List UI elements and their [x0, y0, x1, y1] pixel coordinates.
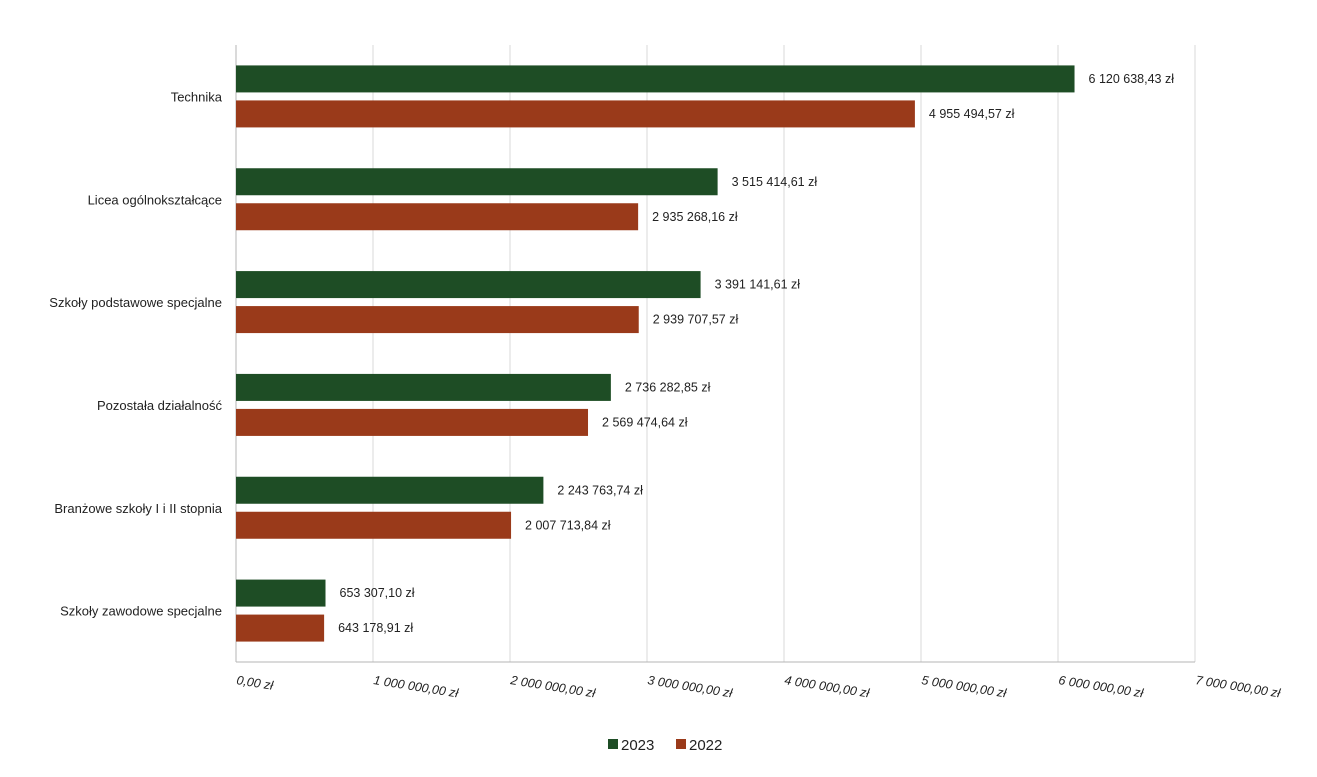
- bar-2022: [236, 614, 325, 642]
- bar-2022: [236, 511, 512, 539]
- x-tick-label: 5 000 000,00 zł: [921, 673, 1009, 700]
- bar-2023: [236, 168, 718, 196]
- data-label: 2 007 713,84 zł: [525, 518, 611, 532]
- data-label: 6 120 638,43 zł: [1089, 72, 1175, 86]
- x-tick-label: 3 000 000,00 zł: [647, 673, 735, 700]
- gridlines: [235, 45, 1196, 663]
- legend-entry: 2022: [689, 737, 722, 754]
- category-label: Pozostała działalność: [97, 398, 223, 413]
- category-label: Licea ogólnokształcące: [88, 192, 222, 207]
- data-label: 3 515 414,61 zł: [732, 175, 818, 189]
- category-label: Szkoły podstawowe specjalne: [49, 295, 222, 310]
- bar-2023: [236, 373, 611, 401]
- category-labels: Technika Licea ogólnokształcące Szkoły pod…: [49, 89, 222, 618]
- x-tick-label: 2 000 000,00 zł: [509, 673, 598, 701]
- data-label: 643 178,91 zł: [338, 621, 413, 635]
- legend-entry: 2023: [621, 737, 654, 754]
- bar-2022: [236, 100, 915, 128]
- data-label: 653 307,10 zł: [340, 586, 415, 600]
- data-label: 2 243 763,74 zł: [557, 483, 643, 497]
- bar-2022: [236, 203, 639, 231]
- bars: [236, 65, 1075, 642]
- x-tick-label: 7 000 000,00 zł: [1195, 673, 1283, 700]
- data-label: 2 935 268,16 zł: [652, 210, 738, 224]
- legend-swatch: [676, 739, 686, 749]
- category-label: Szkoły zawodowe specjalne: [60, 604, 222, 619]
- x-tick-label: 4 000 000,00 zł: [784, 673, 872, 700]
- bar-2023: [236, 65, 1075, 93]
- category-label: Technika: [171, 89, 223, 104]
- value-labels: 6 120 638,43 zł 4 955 494,57 zł 3 515 414,…: [338, 72, 1174, 635]
- data-label: 2 569 474,64 zł: [602, 415, 688, 429]
- data-label: 2 939 707,57 zł: [653, 313, 739, 327]
- x-tick-label: 0,00 zł: [236, 673, 276, 693]
- x-tick-label: 6 000 000,00 zł: [1058, 673, 1146, 700]
- bar-2022: [236, 408, 589, 436]
- bar-2023: [236, 579, 326, 607]
- bar-2022: [236, 306, 639, 334]
- data-label: 4 955 494,57 zł: [929, 107, 1015, 121]
- x-tick-label: 1 000 000,00 zł: [373, 673, 461, 700]
- legend-swatch: [608, 739, 618, 749]
- legend: 2023 2022: [608, 737, 722, 754]
- bar-2023: [236, 271, 701, 299]
- x-axis-ticks: 0,00 zł 1 000 000,00 zł 2 000 000,00 zł 3 0…: [236, 673, 1283, 701]
- data-label: 3 391 141,61 zł: [715, 278, 801, 292]
- data-label: 2 736 282,85 zł: [625, 380, 711, 394]
- category-label: Branżowe szkoły I i II stopnia: [54, 501, 222, 516]
- bar-2023: [236, 476, 544, 504]
